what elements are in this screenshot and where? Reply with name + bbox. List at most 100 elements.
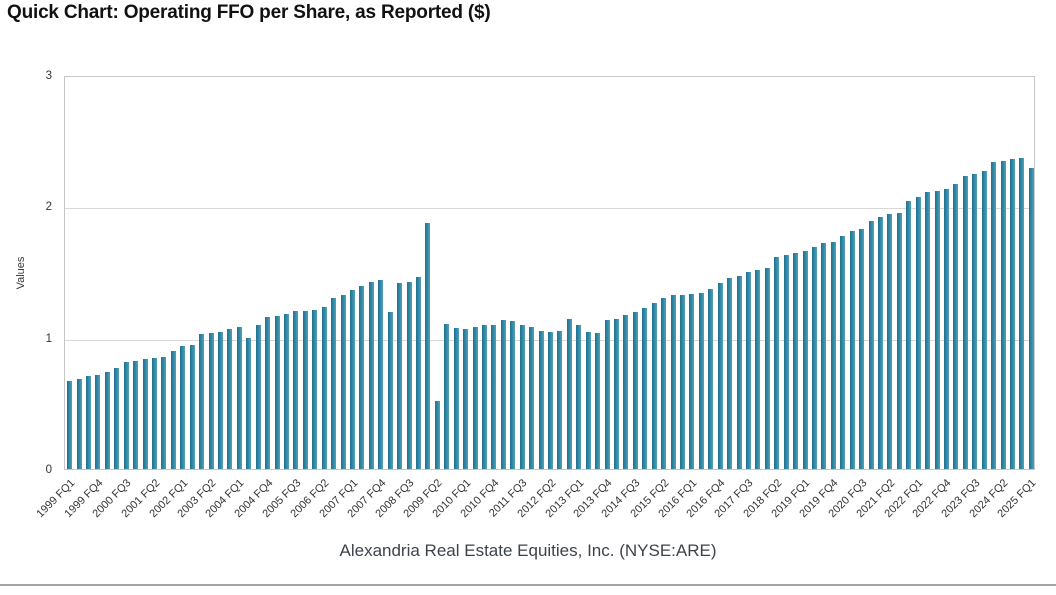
chart-bar[interactable] bbox=[359, 286, 365, 469]
chart-bar[interactable] bbox=[378, 279, 384, 469]
chart-bar[interactable] bbox=[95, 374, 101, 469]
chart-bar[interactable] bbox=[293, 310, 299, 469]
chart-bar[interactable] bbox=[840, 236, 846, 469]
chart-bar[interactable] bbox=[142, 359, 148, 469]
chart-bar[interactable] bbox=[613, 318, 619, 469]
chart-bar[interactable] bbox=[915, 197, 921, 469]
chart-bar[interactable] bbox=[1000, 160, 1006, 469]
chart-bar[interactable] bbox=[623, 314, 629, 469]
chart-bar[interactable] bbox=[745, 271, 751, 469]
chart-bar[interactable] bbox=[727, 278, 733, 469]
chart-bar[interactable] bbox=[698, 292, 704, 469]
chart-bar[interactable] bbox=[236, 326, 242, 469]
chart-bar[interactable] bbox=[868, 220, 874, 469]
chart-bar[interactable] bbox=[604, 320, 610, 469]
chart-bar[interactable] bbox=[482, 325, 487, 469]
chart-bar[interactable] bbox=[548, 331, 553, 469]
chart-bar[interactable] bbox=[255, 325, 261, 469]
chart-bar[interactable] bbox=[887, 214, 893, 469]
chart-bar[interactable] bbox=[302, 310, 308, 469]
chart-bar[interactable] bbox=[444, 323, 450, 469]
chart-bar[interactable] bbox=[981, 171, 987, 469]
chart-bar[interactable] bbox=[925, 192, 931, 469]
chart-bar[interactable] bbox=[1028, 168, 1034, 469]
chart-bar[interactable] bbox=[312, 309, 318, 469]
chart-bar[interactable] bbox=[199, 334, 205, 469]
chart-bar[interactable] bbox=[755, 270, 761, 469]
chart-bar[interactable] bbox=[387, 312, 393, 469]
chart-bar[interactable] bbox=[114, 368, 120, 469]
chart-bar[interactable] bbox=[585, 331, 591, 469]
chart-bar[interactable] bbox=[397, 283, 403, 469]
chart-bar[interactable] bbox=[519, 325, 525, 469]
chart-bar[interactable] bbox=[170, 351, 176, 469]
chart-bar[interactable] bbox=[642, 308, 648, 469]
chart-bar[interactable] bbox=[943, 189, 949, 469]
chart-bar[interactable] bbox=[877, 216, 883, 469]
chart-bar[interactable] bbox=[274, 316, 280, 469]
chart-bar[interactable] bbox=[962, 176, 968, 469]
chart-bar[interactable] bbox=[368, 282, 374, 469]
chart-bar[interactable] bbox=[472, 326, 478, 469]
chart-bar[interactable] bbox=[152, 357, 158, 469]
chart-bar[interactable] bbox=[1019, 158, 1025, 469]
chart-bar[interactable] bbox=[821, 242, 827, 469]
chart-bar[interactable] bbox=[764, 267, 770, 469]
chart-bar[interactable] bbox=[595, 333, 601, 469]
chart-bar[interactable] bbox=[161, 356, 167, 469]
chart-bar[interactable] bbox=[350, 290, 356, 469]
chart-bar[interactable] bbox=[896, 212, 902, 469]
chart-bar[interactable] bbox=[1009, 159, 1015, 469]
chart-bar[interactable] bbox=[679, 295, 685, 469]
chart-bar[interactable] bbox=[793, 253, 799, 469]
chart-bar[interactable] bbox=[340, 295, 346, 469]
chart-bar[interactable] bbox=[576, 325, 582, 469]
chart-bar[interactable] bbox=[123, 361, 129, 469]
chart-bar[interactable] bbox=[830, 241, 836, 469]
chart-bar[interactable] bbox=[86, 376, 92, 469]
chart-bar[interactable] bbox=[774, 257, 780, 469]
chart-bar[interactable] bbox=[331, 297, 337, 469]
chart-bar[interactable] bbox=[934, 190, 940, 469]
chart-bar[interactable] bbox=[708, 288, 714, 469]
chart-bar[interactable] bbox=[557, 330, 563, 469]
chart-bar[interactable] bbox=[133, 360, 139, 469]
chart-bar[interactable] bbox=[736, 275, 742, 469]
chart-bar[interactable] bbox=[434, 401, 440, 469]
chart-bar[interactable] bbox=[416, 276, 422, 469]
chart-bar[interactable] bbox=[246, 338, 252, 469]
chart-bar[interactable] bbox=[953, 184, 959, 469]
chart-bar[interactable] bbox=[208, 333, 214, 469]
chart-bar[interactable] bbox=[453, 327, 459, 469]
chart-bar[interactable] bbox=[849, 231, 855, 469]
chart-bar[interactable] bbox=[783, 254, 789, 469]
chart-bar[interactable] bbox=[189, 344, 195, 469]
chart-bar[interactable] bbox=[491, 325, 497, 469]
chart-bar[interactable] bbox=[104, 372, 110, 469]
chart-bar[interactable] bbox=[538, 330, 544, 469]
chart-bar[interactable] bbox=[67, 381, 73, 469]
chart-bar[interactable] bbox=[463, 329, 469, 469]
chart-bar[interactable] bbox=[321, 306, 327, 469]
chart-bar[interactable] bbox=[500, 320, 506, 469]
chart-bar[interactable] bbox=[180, 346, 186, 469]
chart-bar[interactable] bbox=[802, 250, 808, 469]
chart-bar[interactable] bbox=[425, 223, 431, 469]
chart-bar[interactable] bbox=[566, 318, 572, 469]
chart-bar[interactable] bbox=[811, 246, 817, 469]
chart-bar[interactable] bbox=[651, 303, 657, 469]
chart-bar[interactable] bbox=[510, 321, 516, 469]
chart-bar[interactable] bbox=[529, 326, 535, 469]
chart-bar[interactable] bbox=[661, 297, 667, 469]
chart-bar[interactable] bbox=[406, 282, 412, 469]
chart-bar[interactable] bbox=[972, 173, 978, 469]
chart-bar[interactable] bbox=[76, 378, 82, 469]
chart-bar[interactable] bbox=[284, 313, 290, 469]
chart-bar[interactable] bbox=[227, 329, 233, 469]
chart-bar[interactable] bbox=[218, 331, 224, 469]
chart-bar[interactable] bbox=[689, 293, 695, 469]
chart-bar[interactable] bbox=[265, 317, 271, 469]
chart-bar[interactable] bbox=[906, 201, 912, 469]
chart-bar[interactable] bbox=[670, 295, 676, 469]
chart-bar[interactable] bbox=[632, 312, 638, 469]
